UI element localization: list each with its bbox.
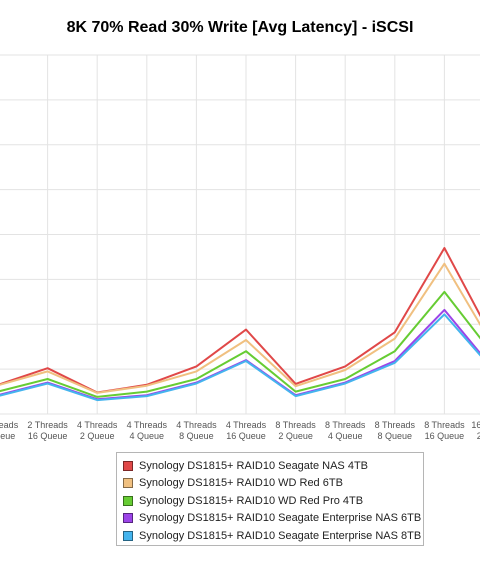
x-tick-label: 16 Queue (425, 431, 465, 441)
series-line (0, 290, 480, 398)
x-tick-label: 2 Queue (477, 431, 480, 441)
grid (0, 54, 480, 415)
x-tick-label: 8 Threads (375, 420, 416, 430)
x-tick-label: 4 Threads (176, 420, 217, 430)
x-tick-label: 2 Queue (278, 431, 313, 441)
legend-swatch (123, 530, 133, 541)
legend-item[interactable]: Synology DS1815+ RAID10 WD Red 6TB (123, 475, 423, 493)
series-line (0, 313, 480, 402)
legend-label: Synology DS1815+ RAID10 Seagate Enterpri… (139, 529, 422, 542)
x-tick-label: 8 Threads (275, 420, 316, 430)
x-tick-label: 4 Threads (127, 420, 168, 430)
x-tick-label: 4 Queue (130, 431, 165, 441)
legend: Synology DS1815+ RAID10 Seagate NAS 4TB S… (116, 452, 424, 546)
x-tick-label: 1 Threads (0, 420, 19, 430)
legend-swatch (123, 478, 133, 489)
x-tick-label: 8 Queue (179, 431, 214, 441)
x-tick-label: 16 Threads (471, 420, 480, 430)
legend-label: Synology DS1815+ RAID10 Seagate NAS 4TB (139, 459, 368, 472)
legend-label: Synology DS1815+ RAID10 WD Red Pro 4TB (139, 494, 364, 507)
legend-swatch (123, 513, 133, 524)
legend-item[interactable]: Synology DS1815+ RAID10 WD Red Pro 4TB (123, 492, 423, 510)
legend-swatch (123, 495, 133, 506)
x-tick-label: 2 Threads (27, 420, 68, 430)
x-tick-label: 2 Queue (80, 431, 115, 441)
x-tick-label: 8 Threads (325, 420, 366, 430)
x-tick-label: 4 Threads (226, 420, 267, 430)
legend-label: Synology DS1815+ RAID10 Seagate Enterpri… (139, 512, 422, 525)
legend-swatch (123, 460, 133, 471)
series-lines (0, 247, 480, 402)
series-line (0, 247, 480, 394)
x-tick-label: 4 Threads (77, 420, 118, 430)
x-tick-label: 8 Queue (378, 431, 413, 441)
legend-item[interactable]: Synology DS1815+ RAID10 Seagate NAS 4TB (123, 457, 423, 475)
x-tick-label: 16 Queue (28, 431, 68, 441)
legend-item[interactable]: Synology DS1815+ RAID10 Seagate Enterpri… (123, 510, 423, 528)
legend-item[interactable]: Synology DS1815+ RAID10 Seagate Enterpri… (123, 527, 423, 545)
chart-title: 8K 70% Read 30% Write [Avg Latency] - iS… (67, 19, 414, 36)
x-tick-label: 4 Queue (328, 431, 363, 441)
series-line (0, 262, 480, 394)
x-tick-label: 8 Threads (424, 420, 465, 430)
x-tick-label: 1 Queue (0, 431, 15, 441)
x-tick-label: 16 Queue (226, 431, 266, 441)
legend-label: Synology DS1815+ RAID10 WD Red 6TB (139, 477, 343, 490)
